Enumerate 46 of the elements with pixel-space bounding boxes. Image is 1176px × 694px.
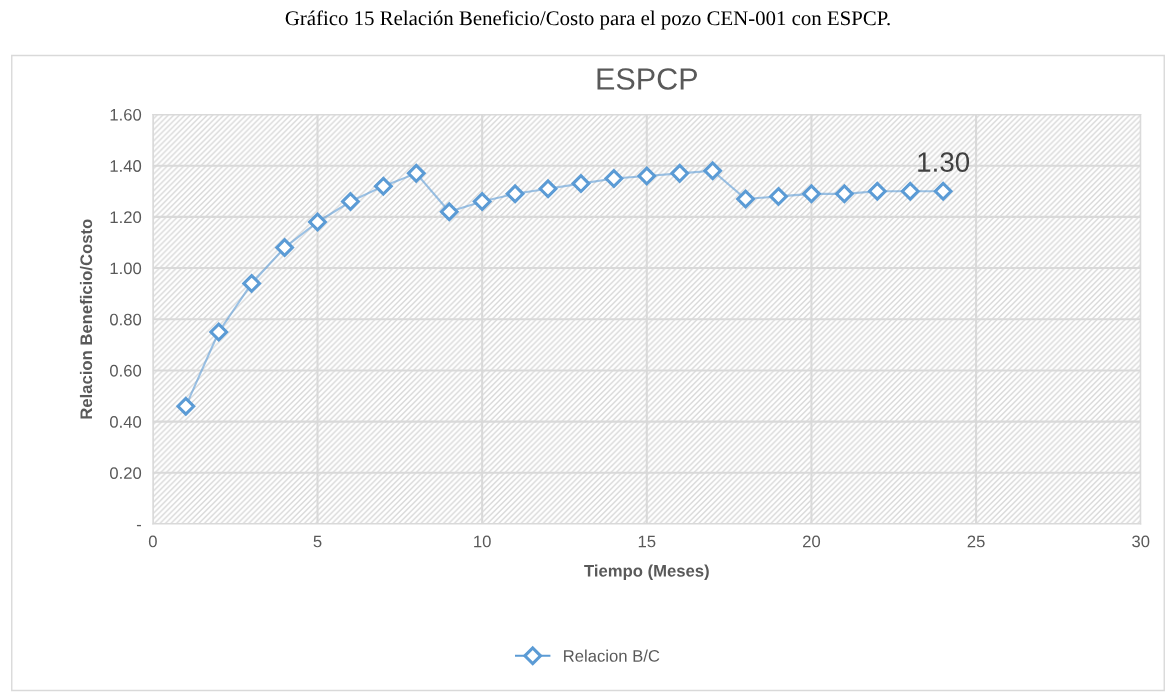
x-tick-label: 15 [638, 535, 656, 548]
x-tick-label: 25 [967, 535, 985, 548]
x-tick-label: 0 [148, 535, 157, 548]
y-tick-label: 0.40 [109, 416, 142, 428]
point [275, 238, 294, 257]
point [505, 184, 525, 204]
y-tick-label: 0.80 [109, 313, 142, 326]
y-tick-label: 0.60 [109, 364, 142, 377]
y-tick-label: - [136, 524, 142, 527]
chart-title: ESPCP [597, 68, 697, 90]
point [373, 176, 393, 196]
point [834, 184, 854, 204]
point [670, 163, 690, 183]
point [571, 174, 591, 193]
point [341, 192, 360, 211]
y-tick-label: 1.40 [110, 160, 142, 172]
y-tick-label: 1.60 [110, 108, 142, 121]
y-axis-title: Relacion Beneficio/Costo [79, 219, 93, 419]
point [176, 396, 196, 416]
point [703, 161, 723, 181]
x-tick-label: 10 [474, 535, 491, 548]
x-axis-title: Tiempo (Meses) [584, 564, 709, 581]
data-label: 1.30 [918, 152, 970, 172]
point [933, 181, 953, 201]
point [769, 187, 788, 206]
point [867, 181, 887, 201]
point [637, 166, 657, 186]
point [802, 184, 821, 204]
y-tick-label: 0.20 [109, 467, 142, 479]
x-tick-label: 20 [803, 535, 821, 548]
point [472, 192, 492, 211]
text: Gráfico 15 Relación Beneficio/Costo para el pozo CEN-001 con ESPCP. [285, 10, 890, 30]
y-tick-label: 1.20 [110, 211, 142, 224]
point [900, 181, 920, 201]
point [209, 322, 229, 342]
y-tick-label: 1.00 [110, 262, 142, 275]
point [308, 212, 327, 232]
x-tick-label: 5 [313, 535, 322, 548]
point [242, 274, 262, 293]
point [538, 179, 558, 199]
point [406, 163, 426, 183]
x-tick-label: 30 [1132, 535, 1150, 548]
legend-label: Relacion B/C [564, 649, 660, 662]
point [736, 189, 755, 209]
point [439, 202, 459, 222]
point [604, 169, 624, 188]
